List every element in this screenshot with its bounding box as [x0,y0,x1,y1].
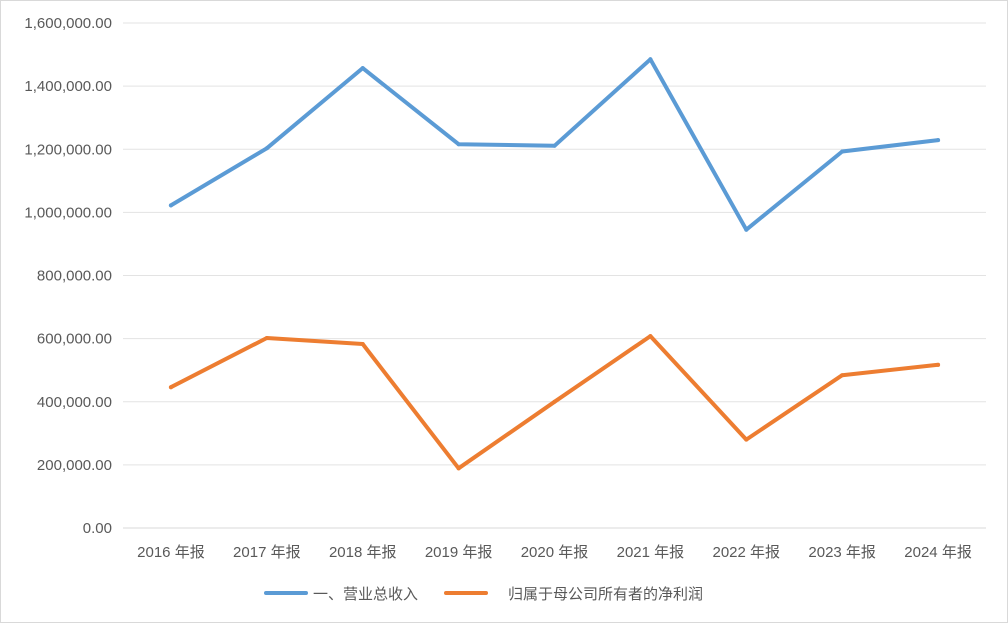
data-point [936,138,941,143]
y-tick-label: 600,000.00 [37,331,112,348]
data-point [168,385,173,390]
y-tick-label: 1,000,000.00 [24,204,112,221]
x-tick-label: 2018 年报 [329,544,397,561]
data-point [264,335,269,340]
data-point [744,437,749,442]
data-point [456,466,461,471]
data-point [552,399,557,404]
data-point [360,341,365,346]
axes: 0.00 200,000.00 400,000.00 600,000.00 800,00… [24,15,971,561]
data-point [456,142,461,147]
x-tick-label: 2020 年报 [521,544,589,561]
gridlines [123,22,986,529]
data-point [552,143,557,148]
data-point [840,373,845,378]
y-tick-label: 1,400,000.00 [24,78,112,95]
data-point [264,146,269,151]
data-point [840,149,845,154]
x-tick-label: 2023 年报 [808,544,876,561]
data-point [168,203,173,208]
y-tick-label: 200,000.00 [37,457,112,474]
x-tick-label: 2024 年报 [904,544,972,561]
data-point [744,227,749,232]
legend-label: 一、营业总收入 [313,585,418,603]
x-tick-label: 2022 年报 [713,544,781,561]
y-tick-label: 1,600,000.00 [24,15,112,32]
data-point [936,362,941,367]
x-tick-label: 2021 年报 [617,544,685,561]
y-tick-label: 1,200,000.00 [24,141,112,158]
data-point [360,66,365,71]
y-tick-label: 400,000.00 [37,394,112,411]
series-lines [168,57,941,471]
data-point [648,334,653,339]
x-tick-label: 2017 年报 [233,544,301,561]
legend-label: 归属于母公司所有者的净利润 [508,585,703,603]
x-tick-label: 2019 年报 [425,544,493,561]
legend: 一、营业总收入 归属于母公司所有者的净利润 [264,585,703,603]
y-tick-label: 800,000.00 [37,268,112,285]
x-tick-label: 2016 年报 [137,544,205,561]
y-tick-label: 0.00 [83,520,112,537]
data-point [648,57,653,62]
